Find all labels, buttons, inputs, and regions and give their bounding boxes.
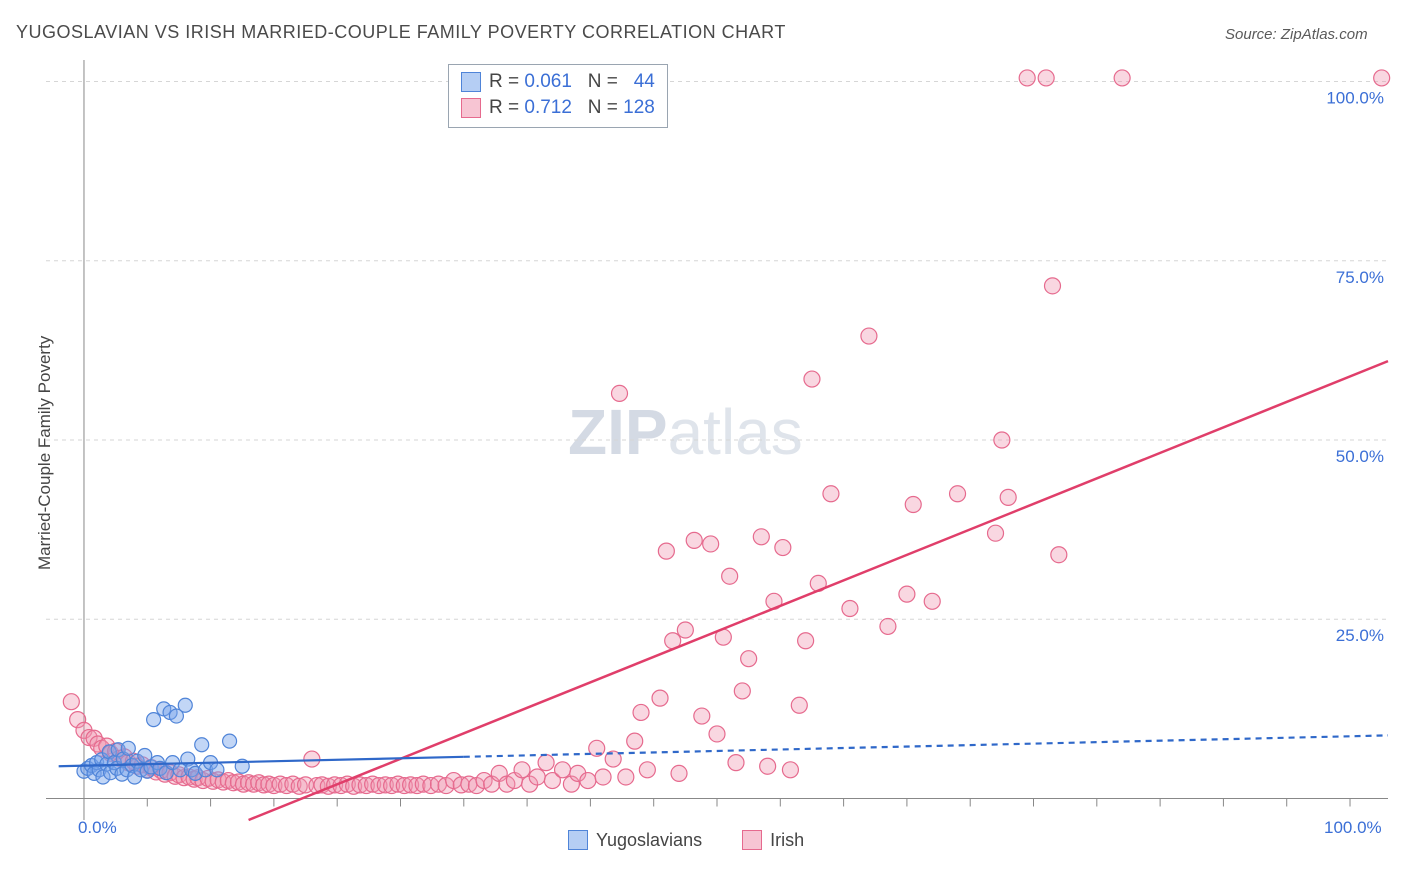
scatter-point xyxy=(880,618,896,634)
scatter-point xyxy=(529,769,545,785)
scatter-point xyxy=(223,734,237,748)
stats-row: R = 0.712 N = 128 xyxy=(461,95,655,121)
scatter-point xyxy=(1114,70,1130,86)
scatter-point xyxy=(728,755,744,771)
scatter-point xyxy=(658,543,674,559)
scatter-point xyxy=(639,762,655,778)
scatter-point xyxy=(612,385,628,401)
stats-text: R = 0.712 N = 128 xyxy=(489,95,655,121)
scatter-point xyxy=(741,651,757,667)
scatter-point xyxy=(694,708,710,724)
legend-swatch xyxy=(568,830,588,850)
scatter-point xyxy=(703,536,719,552)
scatter-point xyxy=(1038,70,1054,86)
scatter-point xyxy=(514,762,530,778)
scatter-point xyxy=(905,497,921,513)
scatter-point xyxy=(798,633,814,649)
scatter-point xyxy=(709,726,725,742)
scatter-point xyxy=(782,762,798,778)
scatter-point xyxy=(994,432,1010,448)
stats-swatch xyxy=(461,72,481,92)
scatter-point xyxy=(804,371,820,387)
scatter-point xyxy=(195,738,209,752)
scatter-point xyxy=(618,769,634,785)
scatter-point xyxy=(677,622,693,638)
scatter-point xyxy=(627,733,643,749)
y-tick-label: 50.0% xyxy=(1336,447,1384,466)
scatter-point xyxy=(178,698,192,712)
scatter-point xyxy=(988,525,1004,541)
legend-label: Yugoslavians xyxy=(596,830,702,850)
legend: Yugoslavians Irish xyxy=(568,830,804,851)
scatter-point xyxy=(899,586,915,602)
scatter-point xyxy=(633,704,649,720)
scatter-point xyxy=(147,713,161,727)
scatter-point xyxy=(734,683,750,699)
scatter-plot: 25.0% 50.0% 75.0% 100.0% xyxy=(46,60,1388,820)
scatter-point xyxy=(1374,70,1390,86)
scatter-point xyxy=(538,755,554,771)
scatter-point xyxy=(555,762,571,778)
x-origin-label: 0.0% xyxy=(78,818,117,838)
legend-item: Yugoslavians xyxy=(568,830,702,851)
source-label: Source: xyxy=(1225,26,1281,43)
y-tick-label: 100.0% xyxy=(1326,89,1384,108)
scatter-point xyxy=(304,751,320,767)
scatter-point xyxy=(861,328,877,344)
scatter-point xyxy=(924,593,940,609)
scatter-point xyxy=(63,694,79,710)
scatter-point xyxy=(671,765,687,781)
source-value: ZipAtlas.com xyxy=(1281,26,1368,43)
stats-swatch xyxy=(461,98,481,118)
scatter-point xyxy=(1051,547,1067,563)
y-tick-label: 75.0% xyxy=(1336,268,1384,287)
legend-label: Irish xyxy=(770,830,804,850)
legend-item: Irish xyxy=(742,830,804,851)
scatter-point xyxy=(842,600,858,616)
scatter-point xyxy=(1000,489,1016,505)
scatter-point xyxy=(760,758,776,774)
trend-line-pink xyxy=(249,361,1388,820)
x-max-label: 100.0% xyxy=(1324,818,1382,838)
scatter-point xyxy=(753,529,769,545)
source-credit: Source: ZipAtlas.com xyxy=(1225,26,1368,43)
scatter-point xyxy=(121,741,135,755)
stats-row: R = 0.061 N = 44 xyxy=(461,69,655,95)
legend-swatch xyxy=(742,830,762,850)
scatter-point xyxy=(595,769,611,785)
scatter-point xyxy=(1019,70,1035,86)
scatter-point xyxy=(686,532,702,548)
scatter-point xyxy=(950,486,966,502)
stats-text: R = 0.061 N = 44 xyxy=(489,69,655,95)
scatter-point xyxy=(652,690,668,706)
scatter-point xyxy=(775,540,791,556)
y-tick-label: 25.0% xyxy=(1336,626,1384,645)
stats-box: R = 0.061 N = 44R = 0.712 N = 128 xyxy=(448,64,668,128)
chart-title: YUGOSLAVIAN VS IRISH MARRIED-COUPLE FAMI… xyxy=(16,22,786,43)
scatter-point xyxy=(823,486,839,502)
scatter-point xyxy=(722,568,738,584)
scatter-point xyxy=(791,697,807,713)
scatter-point xyxy=(1045,278,1061,294)
scatter-point xyxy=(210,763,224,777)
scatter-point xyxy=(580,773,596,789)
